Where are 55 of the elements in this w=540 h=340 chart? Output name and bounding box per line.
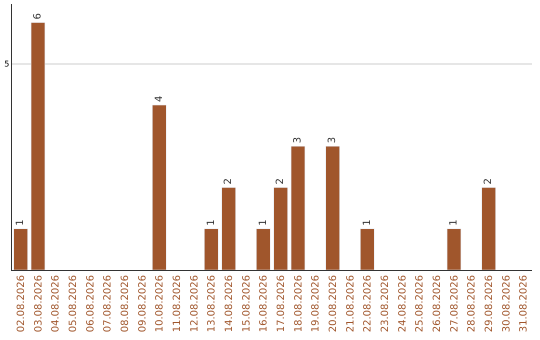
bar [152, 104, 167, 270]
x-tick-label: 08.08.2026 [120, 275, 131, 332]
x-tick-label: 14.08.2026 [224, 275, 235, 332]
data-label: 1 [362, 219, 373, 226]
x-tick-label: 18.08.2026 [293, 275, 304, 332]
bar [290, 146, 306, 270]
x-tick-label: 05.08.2026 [68, 275, 79, 332]
x-tick-label: 07.08.2026 [102, 275, 114, 332]
data-label: 2 [483, 178, 494, 185]
bar [204, 228, 219, 270]
bar [30, 22, 46, 270]
bar [273, 187, 288, 270]
x-tick-label: 21.08.2026 [345, 275, 356, 332]
data-label: 1 [15, 219, 26, 226]
x-tick-label: 31.08.2026 [518, 275, 530, 332]
data-label: 1 [206, 219, 217, 226]
bar [446, 228, 462, 270]
x-tick-label: 15.08.2026 [241, 275, 252, 332]
x-tick-label: 13.08.2026 [206, 275, 218, 332]
x-tick-label: 06.08.2026 [85, 275, 96, 332]
x-tick-label: 19.08.2026 [310, 275, 322, 332]
x-tick-label: 29.08.2026 [484, 275, 495, 332]
data-label: 4 [154, 96, 165, 102]
bar [360, 228, 375, 270]
x-tick-label: 02.08.2026 [16, 275, 27, 332]
x-tick-label: 27.08.2026 [449, 275, 460, 332]
data-label: 1 [448, 219, 460, 226]
x-tick-label: 22.08.2026 [362, 275, 374, 332]
x-tick-label: 11.08.2026 [172, 275, 183, 332]
x-tick-label: 04.08.2026 [50, 275, 62, 332]
data-label: 1 [258, 219, 269, 226]
x-tick-label: 17.08.2026 [276, 275, 287, 332]
x-tick-label: 23.08.2026 [380, 275, 391, 332]
data-label: 6 [32, 13, 44, 20]
x-tick-label: 24.08.2026 [397, 275, 408, 332]
data-label: 2 [223, 178, 234, 185]
x-tick-label: 03.08.2026 [33, 275, 44, 332]
bar [221, 187, 236, 270]
y-tick-label: 5 [4, 60, 10, 69]
bar [325, 146, 340, 270]
x-tick-label: 20.08.2026 [328, 275, 339, 332]
data-label: 3 [327, 136, 338, 144]
bar [481, 187, 496, 270]
x-tick-label: 16.08.2026 [258, 275, 270, 332]
bar [256, 228, 271, 270]
x-tick-label: 09.08.2026 [137, 275, 148, 332]
data-label: 2 [275, 178, 286, 185]
x-tick-label: 28.08.2026 [466, 275, 478, 332]
x-tick-label: 12.08.2026 [189, 275, 200, 332]
bar [13, 228, 28, 270]
x-tick-label: 10.08.2026 [154, 275, 166, 332]
x-tick-label: 30.08.2026 [501, 275, 512, 332]
data-label: 3 [292, 136, 304, 144]
x-tick-label: 26.08.2026 [432, 275, 443, 332]
x-tick-label: 25.08.2026 [414, 275, 426, 332]
